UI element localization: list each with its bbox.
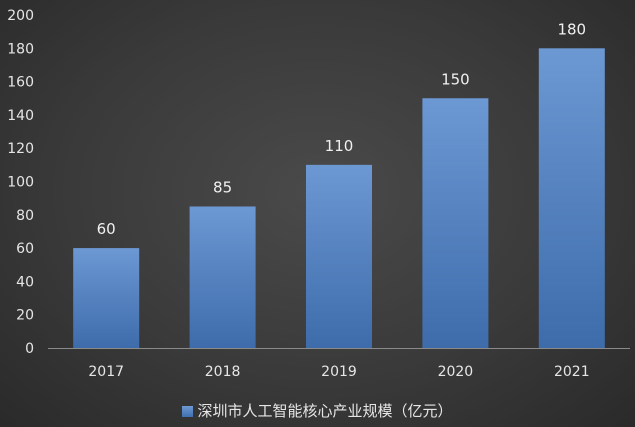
bar-2020 <box>422 98 489 348</box>
y-tick-label: 140 <box>7 108 34 124</box>
bar-2019 <box>306 164 372 348</box>
y-tick-label: 0 <box>25 341 34 357</box>
data-label-2021: 180 <box>557 20 586 38</box>
y-tick-label: 100 <box>7 175 34 191</box>
x-tick-label: 2019 <box>321 364 357 380</box>
y-tick-label: 20 <box>16 308 34 324</box>
x-tick-label: 2020 <box>438 364 474 380</box>
y-tick-label: 120 <box>7 141 34 157</box>
y-tick-label: 60 <box>16 241 34 257</box>
legend: 深圳市人工智能核心产业规模（亿元） <box>0 400 635 421</box>
y-tick-label: 180 <box>7 41 34 57</box>
data-label-2017: 60 <box>97 220 116 238</box>
y-tick-label: 200 <box>7 8 34 24</box>
x-tick-label: 2018 <box>205 364 241 380</box>
bar-2018 <box>189 206 256 348</box>
bar-2021 <box>538 48 605 349</box>
y-tick-label: 40 <box>16 274 34 290</box>
legend-label: 深圳市人工智能核心产业规模（亿元） <box>197 402 453 420</box>
bar-2017 <box>73 248 140 348</box>
x-tick-label: 2017 <box>88 364 124 380</box>
x-tick-label: 2021 <box>554 364 590 380</box>
data-label-2020: 150 <box>441 70 470 88</box>
y-tick-label: 160 <box>7 75 34 91</box>
legend-swatch <box>182 406 194 417</box>
y-tick-label: 80 <box>16 208 34 224</box>
data-label-2018: 85 <box>213 178 232 196</box>
data-label-2019: 110 <box>325 137 354 155</box>
